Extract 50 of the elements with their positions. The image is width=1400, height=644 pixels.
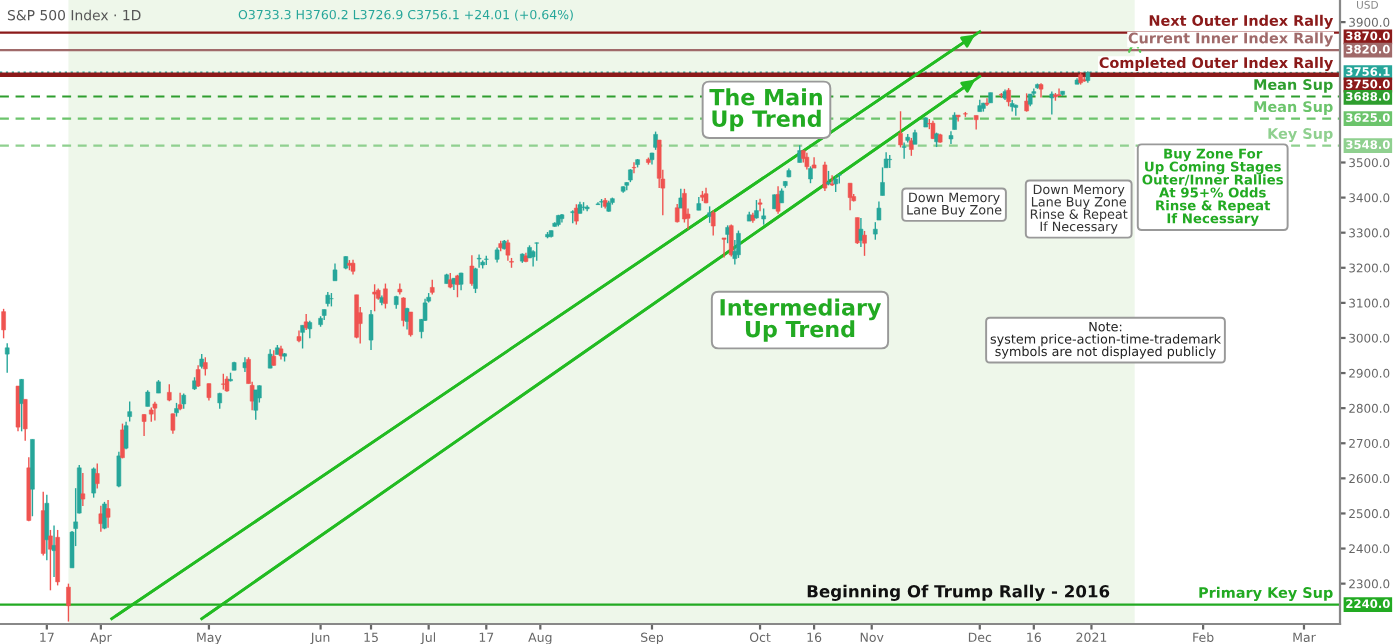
candlestick [678, 188, 684, 209]
candlestick [876, 200, 882, 221]
candlestick [141, 413, 147, 437]
candlestick [44, 494, 50, 561]
candlestick [15, 385, 21, 433]
candlestick [95, 462, 100, 490]
candlestick [901, 141, 907, 160]
annotation: Beginning Of Trump Rally - 2016 [807, 584, 1110, 601]
candlestick [682, 188, 687, 224]
candlestick [754, 199, 759, 220]
candlestick [858, 217, 864, 248]
candlestick [368, 309, 374, 351]
candlestick [127, 400, 132, 423]
candlestick [473, 267, 478, 294]
candlestick [401, 296, 406, 328]
candlestick [98, 505, 104, 533]
candlestick [757, 197, 763, 212]
candlestick [123, 421, 129, 450]
candlestick [710, 209, 716, 237]
candlestick [91, 466, 96, 499]
annotation: Intermediary Up Trend [720, 298, 882, 342]
candlestick [408, 311, 413, 338]
candlestick [736, 229, 741, 259]
candlestick [19, 378, 24, 433]
candlestick [811, 156, 817, 169]
candlestick [55, 529, 60, 587]
candlestick [253, 389, 259, 421]
candlestick [653, 130, 658, 151]
candlestick [102, 501, 107, 530]
candlestick [1031, 87, 1037, 97]
annotation: The Main Up Trend [709, 88, 822, 132]
candlestick [898, 110, 903, 149]
candlestick [242, 356, 248, 373]
candlestick [1, 308, 6, 340]
candlestick [880, 166, 885, 197]
candlestick [116, 450, 122, 488]
candlestick [105, 499, 111, 529]
candlestick [631, 161, 637, 175]
candlestick [1013, 103, 1019, 117]
candlestick [534, 241, 539, 262]
candlestick [732, 239, 738, 266]
candlestick [4, 342, 10, 374]
candlestick [973, 114, 979, 131]
candlestick [469, 254, 475, 287]
candlestick [80, 472, 86, 507]
candlestick [354, 294, 359, 340]
candlestick [855, 216, 860, 245]
candlestick [984, 97, 990, 107]
candlestick [170, 412, 176, 435]
candlestick [66, 582, 71, 623]
